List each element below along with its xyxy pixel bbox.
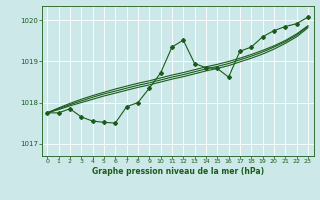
X-axis label: Graphe pression niveau de la mer (hPa): Graphe pression niveau de la mer (hPa) — [92, 167, 264, 176]
